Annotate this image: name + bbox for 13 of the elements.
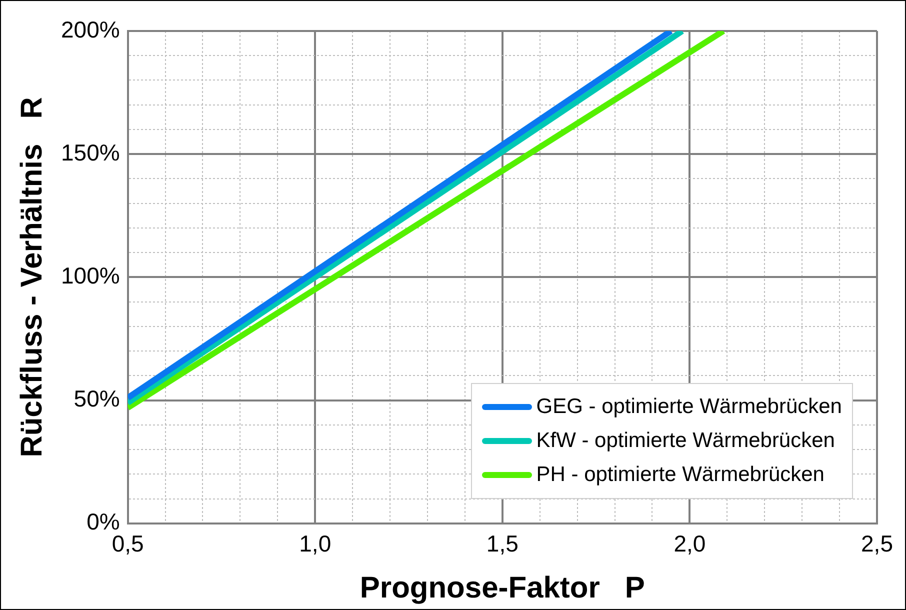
y-tick-label: 50% — [74, 386, 120, 412]
y-tick-label: 100% — [60, 262, 120, 289]
x-axis-title: Prognose-Faktor P — [360, 571, 645, 604]
x-tick-label: 2,5 — [861, 530, 893, 557]
x-tick-label: 1,5 — [486, 530, 518, 557]
x-tick-label: 1,0 — [299, 530, 332, 557]
legend-label: KfW - optimierte Wärmebrücken — [536, 429, 835, 454]
y-axis-title: Rückfluss - Verhältnis R — [15, 96, 48, 458]
x-tick-label: 2,0 — [674, 530, 706, 557]
y-tick-label: 200% — [60, 16, 120, 42]
y-tick-label: 150% — [60, 139, 120, 166]
legend-label: GEG - optimierte Wärmebrücken — [536, 395, 842, 420]
legend-label: PH - optimierte Wärmebrücken — [536, 463, 824, 488]
